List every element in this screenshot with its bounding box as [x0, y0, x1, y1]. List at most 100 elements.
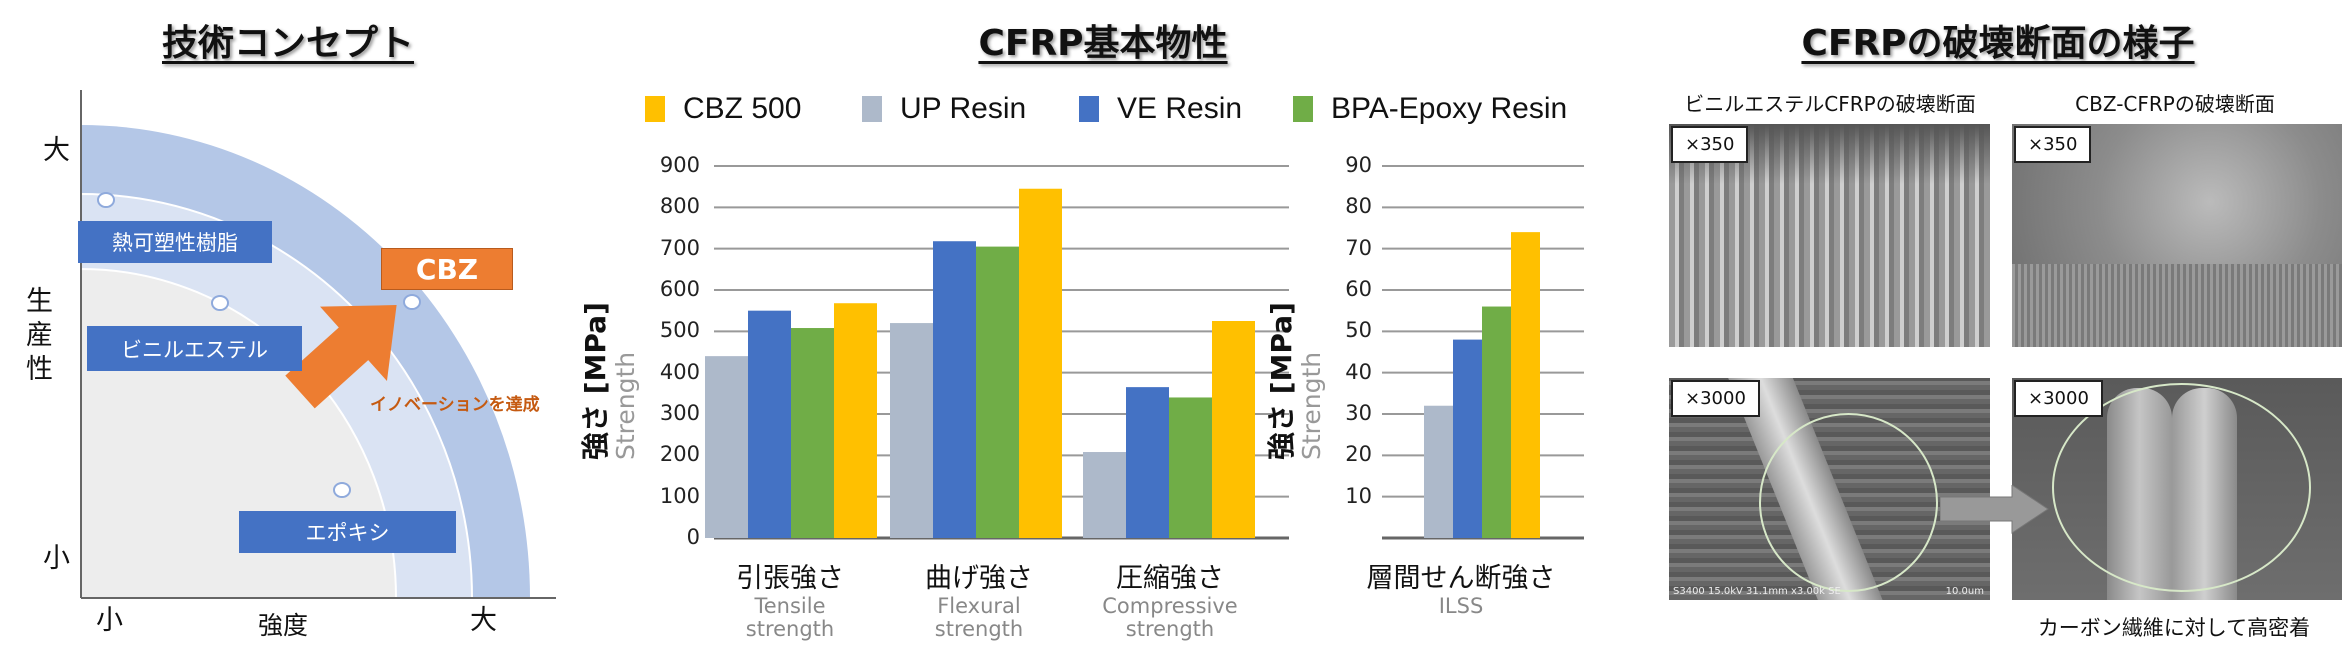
point-marker — [333, 482, 351, 498]
legend-item: UP Resin — [862, 92, 1026, 126]
x-axis-high: 大 — [470, 605, 497, 636]
box-cbz: CBZ — [381, 248, 513, 290]
bar-up-resin — [1424, 405, 1453, 538]
y-tick-label: 50 — [1345, 318, 1372, 343]
legend-swatch — [862, 96, 882, 122]
x-axis-label: 強度 — [258, 611, 309, 640]
bar-cbz-500 — [1212, 321, 1255, 538]
y-axis-title-jp: 強さ [MPa] — [1265, 302, 1298, 460]
category-en1: Tensile — [754, 594, 826, 618]
sem-image-cbz-3000: ×3000 — [2012, 378, 2342, 600]
category-en2: strength — [745, 617, 835, 641]
y-tick-label: 900 — [659, 153, 700, 177]
y-tick-label: 40 — [1345, 359, 1372, 384]
y-tick-label: 20 — [1345, 442, 1372, 467]
bar-ve-resin — [1126, 387, 1169, 538]
box-vinyl-ester: ビニルエステル — [87, 326, 302, 371]
bar-bpa-epoxy-resin — [791, 328, 834, 538]
y-axis-title-en: Strength — [1297, 351, 1326, 460]
bar-up-resin — [705, 356, 748, 538]
bar-cbz-500 — [1511, 232, 1540, 538]
bar-ve-resin — [748, 310, 791, 538]
category-label: 引張強さ Tensile strength — [736, 556, 844, 641]
category-jp: 圧縮強さ — [1116, 563, 1224, 594]
column-label-cbz: CBZ-CFRPの破壊断面 — [2075, 92, 2275, 116]
magnification-label: ×3000 — [1671, 380, 1760, 417]
comparison-arrow-icon — [1940, 485, 2049, 534]
y-tick-label: 80 — [1345, 194, 1372, 219]
y-axis-low: 小 — [43, 543, 70, 574]
legend-label: VE Resin — [1117, 92, 1243, 125]
y-tick-label: 0 — [686, 525, 700, 549]
bar-bpa-epoxy-resin — [1169, 397, 1212, 538]
y-tick-label: 90 — [1345, 153, 1372, 177]
sem-image-ve-350: ×350 — [1669, 124, 1990, 347]
category-label: 圧縮強さ Compressive strength — [1102, 556, 1237, 641]
magnification-label: ×350 — [1671, 126, 1749, 163]
bar-up-resin — [890, 323, 933, 538]
bar-ve-resin — [933, 241, 976, 538]
legend-swatch — [1079, 96, 1099, 122]
category-jp: 層間せん断強さ — [1366, 563, 1556, 594]
innovation-arrow-icon — [285, 305, 397, 409]
legend-label: CBZ 500 — [683, 92, 802, 125]
magnification-label: ×3000 — [2014, 380, 2103, 417]
point-marker — [403, 294, 421, 310]
bar-up-resin — [1083, 452, 1126, 538]
legend-label: UP Resin — [900, 92, 1027, 125]
y-tick-label: 700 — [659, 235, 700, 260]
y-axis-high: 大 — [43, 135, 70, 166]
innovation-caption: イノベーションを達成 — [370, 395, 540, 415]
category-label: 層間せん断強さ ILSS — [1367, 556, 1556, 618]
adhesion-caption: カーボン繊維に対して高密着 — [2037, 616, 2311, 640]
y-tick-label: 300 — [659, 401, 700, 425]
y-tick-label: 600 — [659, 277, 700, 301]
y-tick-label: 10 — [1345, 483, 1372, 508]
bar-cbz-500 — [1019, 188, 1062, 538]
bar-bpa-epoxy-resin — [976, 246, 1019, 538]
box-thermoplastic: 熱可塑性樹脂 — [78, 221, 272, 263]
point-marker — [97, 192, 115, 208]
legend-swatch — [645, 96, 665, 122]
magnification-label: ×350 — [2014, 126, 2092, 163]
legend-item: VE Resin — [1079, 92, 1242, 126]
sem-footer: S3400 15.0kV 31.1mm x3.00k SE — [1673, 586, 1841, 597]
y-tick-label: 800 — [659, 194, 700, 219]
legend-item: BPA-Epoxy Resin — [1293, 92, 1567, 126]
y-tick-label: 200 — [659, 442, 700, 467]
category-label: 曲げ強さ Flexural strength — [925, 556, 1033, 641]
box-epoxy: エポキシ — [239, 511, 456, 553]
y-axis-label: 生産性 — [26, 286, 53, 385]
y-axis-title: 強さ [MPa] Strength — [1265, 302, 1326, 460]
category-jp: 曲げ強さ — [925, 563, 1033, 594]
point-marker — [211, 295, 229, 311]
fracture-title: CFRPの破壊断面の様子 — [1801, 23, 2195, 64]
sem-image-ve-3000: S3400 15.0kV 31.1mm x3.00k SE 10.0um ×30… — [1669, 378, 1990, 600]
legend-item: CBZ 500 — [645, 92, 801, 126]
column-label-vinyl-ester: ビニルエステルCFRPの破壊断面 — [1684, 92, 1976, 116]
chart-title: CFRP基本物性 — [978, 23, 1228, 64]
y-tick-label: 70 — [1345, 235, 1372, 260]
category-en1: Flexural — [937, 594, 1021, 618]
category-jp: 引張強さ — [736, 563, 844, 594]
legend-swatch — [1293, 96, 1313, 122]
concept-title: 技術コンセプト — [161, 23, 415, 64]
category-en2: strength — [934, 617, 1024, 641]
sem-scale: 10.0um — [1945, 586, 1984, 597]
legend-label: BPA-Epoxy Resin — [1331, 92, 1568, 125]
category-en2: strength — [1125, 617, 1215, 641]
category-en1: Compressive — [1102, 594, 1238, 618]
y-tick-label: 400 — [659, 359, 700, 384]
y-tick-label: 500 — [659, 318, 700, 343]
x-axis-low: 小 — [96, 605, 123, 636]
sem-image-cbz-350: ×350 — [2012, 124, 2342, 347]
bar-cbz-500 — [834, 303, 877, 538]
y-tick-label: 30 — [1345, 401, 1372, 425]
bar-ve-resin — [1453, 339, 1482, 538]
y-tick-label: 100 — [659, 483, 700, 508]
category-en1: ILSS — [1438, 594, 1484, 618]
y-tick-label: 60 — [1345, 277, 1372, 301]
